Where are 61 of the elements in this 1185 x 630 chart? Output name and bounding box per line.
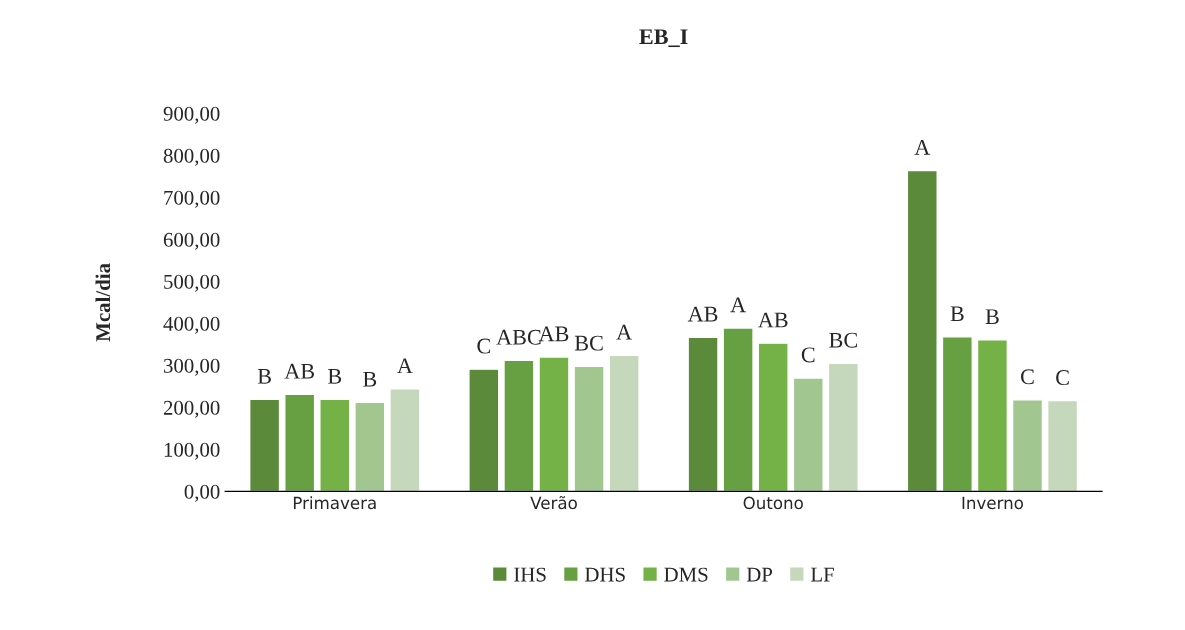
bar [1046, 399, 1079, 492]
data-label: B [985, 309, 999, 324]
bar [608, 354, 640, 492]
data-label: C [801, 347, 815, 363]
data-label: B [950, 306, 964, 322]
y-tick-label: 600,00 [163, 232, 220, 250]
bar [354, 401, 386, 492]
bar [389, 388, 421, 492]
bar [573, 365, 605, 492]
data-label: AB [758, 312, 788, 328]
y-tick-label: 700,00 [164, 190, 220, 208]
y-tick-label: 100,00 [164, 442, 220, 460]
bar [538, 356, 570, 492]
data-label: AB [687, 306, 718, 322]
y-tick-label: 400,00 [163, 316, 220, 334]
bar [249, 398, 281, 492]
data-label: A [914, 140, 931, 155]
data-label: A [730, 297, 746, 313]
bar [284, 393, 316, 492]
bar [941, 336, 973, 492]
data-label: C [1021, 369, 1034, 385]
x-tick-label: Verão [530, 495, 577, 510]
chart-title: EB_I [639, 29, 688, 48]
x-tick-label: Primavera [293, 496, 376, 510]
data-label: A [616, 324, 632, 340]
data-label: C [477, 338, 491, 354]
y-axis-title: Mcal/dia [95, 263, 111, 342]
legend-label: DHS [585, 567, 625, 582]
data-label: BC [574, 335, 603, 351]
data-label: A [397, 358, 413, 374]
data-label: ABC [496, 329, 541, 345]
data-label: BC [829, 332, 857, 348]
data-label: B [257, 369, 271, 384]
y-tick-label: 800,00 [163, 148, 220, 166]
bar [503, 359, 535, 492]
bar [468, 368, 500, 492]
legend-label: IHS [514, 567, 546, 582]
legend-label: DMS [664, 567, 708, 582]
data-label: B [327, 369, 342, 384]
y-tick-label: 900,00 [163, 106, 220, 124]
bar [827, 362, 859, 492]
x-tick-label: Outono [743, 496, 803, 510]
legend-label: DP [746, 567, 773, 582]
bar [906, 169, 938, 492]
data-label: AB [284, 363, 315, 379]
bar [319, 398, 351, 492]
y-tick-label: 0,00 [184, 484, 220, 502]
bar [792, 377, 824, 492]
bar [722, 327, 754, 492]
data-label: AB [538, 326, 569, 342]
bar [1011, 399, 1044, 492]
x-tick-label: Inverno [962, 496, 1023, 510]
y-tick-label: 500,00 [164, 274, 220, 292]
legend-label: LF [810, 567, 834, 582]
data-label: C [1056, 370, 1069, 386]
bar [976, 339, 1009, 492]
data-label: B [363, 371, 377, 387]
y-tick-label: 300,00 [163, 358, 220, 376]
y-tick-label: 200,00 [163, 400, 220, 418]
bar [687, 336, 719, 492]
bar [757, 342, 789, 492]
